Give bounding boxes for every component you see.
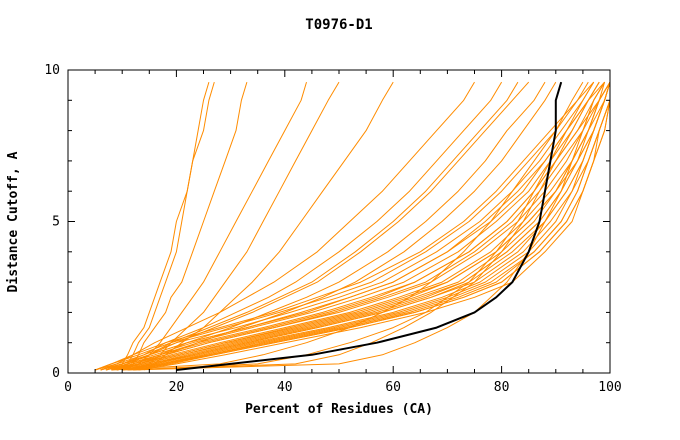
y-axis-label: Distance Cutoff, A bbox=[6, 151, 21, 292]
highlight-curve bbox=[176, 81, 563, 371]
model-curve bbox=[111, 81, 611, 371]
model-curve bbox=[127, 82, 611, 371]
model-curve bbox=[127, 81, 248, 371]
x-tick-label: 60 bbox=[385, 380, 401, 395]
model-curve bbox=[111, 81, 606, 371]
x-tick-label: 100 bbox=[598, 380, 621, 395]
model-curve bbox=[132, 82, 611, 371]
model-curve bbox=[143, 81, 394, 371]
model-curve bbox=[111, 81, 519, 371]
model-curve bbox=[111, 81, 530, 371]
model-curve bbox=[116, 81, 546, 371]
model-curve bbox=[122, 81, 557, 371]
model-curve bbox=[100, 81, 600, 371]
axis-ticks: 0 20 40 60 80 100 0 5 10 bbox=[44, 63, 621, 395]
x-tick-label: 20 bbox=[169, 380, 185, 395]
model-curve bbox=[105, 81, 606, 371]
model-curve bbox=[138, 81, 340, 371]
y-tick-label: 5 bbox=[52, 215, 60, 230]
x-axis-label: Percent of Residues (CA) bbox=[245, 402, 433, 417]
x-tick-label: 80 bbox=[494, 380, 510, 395]
y-tick-label: 10 bbox=[44, 63, 60, 78]
model-curve bbox=[105, 81, 606, 371]
model-curve bbox=[94, 81, 589, 371]
series-lines bbox=[94, 81, 611, 371]
x-tick-label: 0 bbox=[64, 380, 72, 395]
model-curve bbox=[116, 81, 215, 371]
model-curve bbox=[94, 81, 595, 371]
model-curve bbox=[122, 81, 600, 371]
y-tick-label: 0 bbox=[52, 366, 60, 381]
model-curve bbox=[127, 81, 595, 371]
model-curve bbox=[138, 82, 611, 371]
model-curve bbox=[111, 81, 584, 371]
model-curve bbox=[121, 81, 210, 371]
model-curve bbox=[105, 81, 503, 371]
model-curve bbox=[132, 81, 307, 371]
model-curve bbox=[132, 81, 606, 371]
x-tick-label: 40 bbox=[277, 380, 293, 395]
model-curve bbox=[116, 81, 611, 371]
model-curve bbox=[100, 81, 600, 371]
chart-title: T0976-D1 bbox=[305, 17, 372, 33]
